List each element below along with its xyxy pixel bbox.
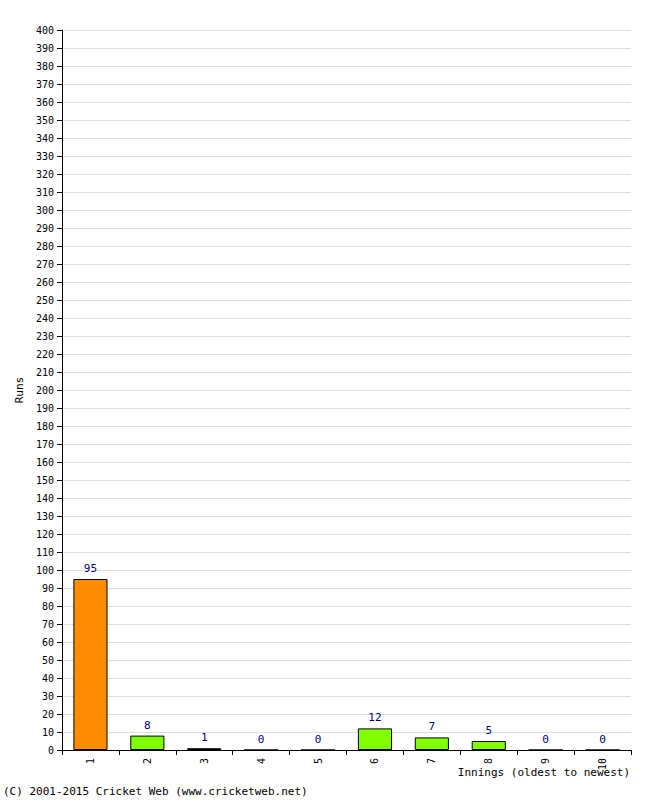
svg-text:360: 360	[36, 97, 54, 108]
svg-text:310: 310	[36, 187, 54, 198]
svg-text:10: 10	[42, 727, 54, 738]
svg-text:330: 330	[36, 151, 54, 162]
svg-text:6: 6	[369, 758, 380, 764]
svg-text:20: 20	[42, 709, 54, 720]
svg-text:100: 100	[36, 565, 54, 576]
svg-text:300: 300	[36, 205, 54, 216]
svg-text:400: 400	[36, 25, 54, 36]
svg-text:2: 2	[142, 758, 153, 764]
svg-text:120: 120	[36, 529, 54, 540]
svg-text:380: 380	[36, 61, 54, 72]
svg-text:12: 12	[368, 711, 381, 724]
svg-text:200: 200	[36, 385, 54, 396]
svg-text:170: 170	[36, 439, 54, 450]
svg-text:130: 130	[36, 511, 54, 522]
svg-text:10: 10	[597, 758, 608, 770]
svg-text:370: 370	[36, 79, 54, 90]
svg-text:0: 0	[315, 733, 322, 746]
svg-text:1: 1	[201, 731, 208, 744]
svg-text:5: 5	[313, 758, 324, 764]
svg-text:7: 7	[426, 758, 437, 764]
svg-text:0: 0	[258, 733, 265, 746]
svg-text:60: 60	[42, 637, 54, 648]
svg-text:5: 5	[485, 724, 492, 737]
svg-text:180: 180	[36, 421, 54, 432]
svg-text:7: 7	[429, 720, 436, 733]
svg-text:350: 350	[36, 115, 54, 126]
svg-text:9: 9	[540, 758, 551, 764]
svg-text:250: 250	[36, 295, 54, 306]
svg-text:8: 8	[483, 758, 494, 764]
svg-text:290: 290	[36, 223, 54, 234]
svg-text:220: 220	[36, 349, 54, 360]
svg-text:80: 80	[42, 601, 54, 612]
svg-text:270: 270	[36, 259, 54, 270]
svg-text:230: 230	[36, 331, 54, 342]
svg-text:190: 190	[36, 403, 54, 414]
svg-text:3: 3	[199, 758, 210, 764]
svg-text:90: 90	[42, 583, 54, 594]
svg-text:95: 95	[84, 562, 97, 575]
svg-text:260: 260	[36, 277, 54, 288]
svg-text:280: 280	[36, 241, 54, 252]
svg-text:70: 70	[42, 619, 54, 630]
svg-text:50: 50	[42, 655, 54, 666]
svg-text:40: 40	[42, 673, 54, 684]
svg-text:8: 8	[144, 719, 151, 732]
svg-text:150: 150	[36, 475, 54, 486]
svg-text:390: 390	[36, 43, 54, 54]
svg-text:Runs: Runs	[13, 377, 26, 404]
svg-text:1: 1	[85, 758, 96, 764]
svg-text:30: 30	[42, 691, 54, 702]
svg-text:0: 0	[48, 745, 54, 756]
svg-text:240: 240	[36, 313, 54, 324]
svg-text:140: 140	[36, 493, 54, 504]
svg-text:0: 0	[599, 733, 606, 746]
svg-text:160: 160	[36, 457, 54, 468]
svg-text:4: 4	[256, 758, 267, 764]
svg-text:(C) 2001-2015 Cricket Web (www: (C) 2001-2015 Cricket Web (www.cricketwe…	[3, 785, 308, 798]
svg-text:110: 110	[36, 547, 54, 558]
svg-text:Innings (oldest to newest): Innings (oldest to newest)	[457, 766, 630, 779]
svg-text:340: 340	[36, 133, 54, 144]
svg-text:320: 320	[36, 169, 54, 180]
svg-text:210: 210	[36, 367, 54, 378]
svg-text:0: 0	[542, 733, 549, 746]
